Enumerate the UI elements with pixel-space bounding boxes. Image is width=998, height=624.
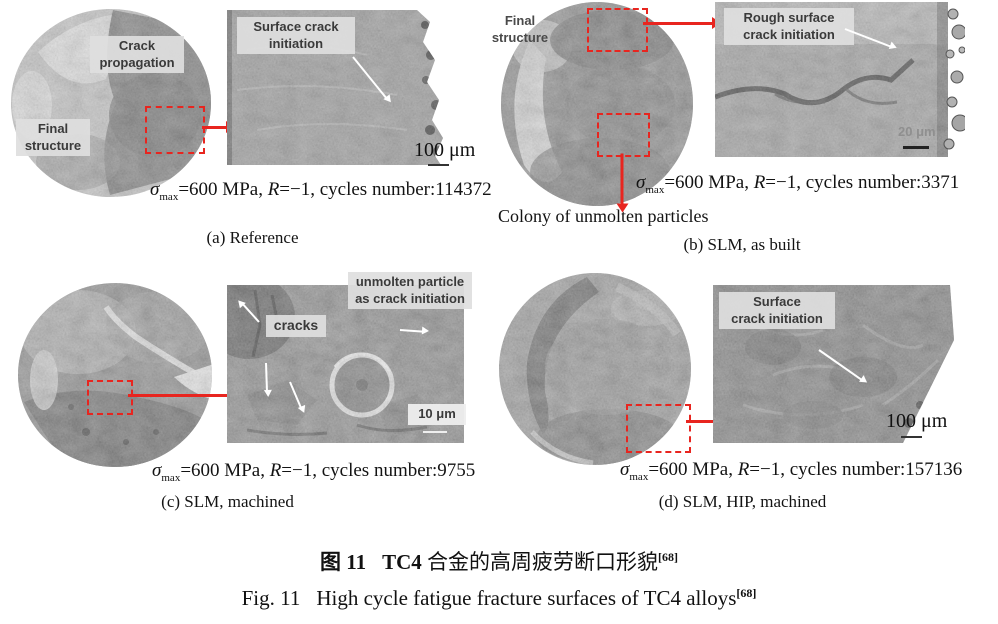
roi-box-c xyxy=(87,380,133,415)
r-symbol: R xyxy=(267,179,280,200)
label-final-structure-b: Final structure xyxy=(491,13,549,45)
sigma-subscript: max xyxy=(161,471,181,484)
red-arrow-right-c xyxy=(128,389,236,401)
scale-bar-a xyxy=(428,164,449,166)
sem-overview-image-b xyxy=(501,2,693,206)
sigma-symbol: σ xyxy=(620,459,630,480)
sem-overview-image-c xyxy=(18,283,212,467)
label-final-structure-a: Final structure xyxy=(16,119,90,157)
label-crack-propagation: Crack propagation xyxy=(90,36,184,74)
panel-label-c: (c) SLM, machined xyxy=(161,492,294,511)
test-condition-d: σmax=600 MPa, R=−1, cycles number:157136 xyxy=(620,459,963,483)
scale-bar-b xyxy=(903,146,929,149)
roi-box-b-top xyxy=(587,8,648,52)
roi-box-b-bottom xyxy=(597,113,650,157)
test-condition-c: σmax=600 MPa, R=−1, cycles number:9755 xyxy=(152,460,476,484)
panel-label-d: (d) SLM, HIP, machined xyxy=(658,492,827,511)
scale-text-b: 20 μm xyxy=(898,124,936,139)
label-surface-crack-initiation-a: Surface crack initiation xyxy=(237,17,355,55)
sem-overview-image-d xyxy=(499,273,691,465)
sigma-subscript: max xyxy=(645,183,665,196)
scale-text-c: 10 μm xyxy=(408,404,466,425)
roi-box-d xyxy=(626,404,691,453)
red-arrow-right-d xyxy=(686,415,723,427)
sigma-symbol: σ xyxy=(636,172,646,193)
sigma-subscript: max xyxy=(629,470,649,483)
label-rough-surface-crack-initiation: Rough surface crack initiation xyxy=(724,8,854,46)
sigma-subscript: max xyxy=(159,190,179,203)
figure-number-zh: 图 11 xyxy=(319,550,367,574)
r-symbol: R xyxy=(269,460,282,481)
red-arrow-down-b xyxy=(620,153,624,205)
sigma-symbol: σ xyxy=(152,460,162,481)
alloy-name: TC4 xyxy=(382,550,422,574)
figure-caption-zh: 图 11 TC4 合金的高周疲劳断口形貌[68] xyxy=(319,550,679,574)
callout-colony-unmolten-particles: Colony of unmolten particles xyxy=(498,206,709,226)
test-condition-a: σmax=600 MPa, R=−1, cycles number:114372 xyxy=(150,179,492,203)
figure-number-en: Fig. 11 xyxy=(241,586,301,610)
reference-superscript: [68] xyxy=(658,550,679,564)
r-symbol: R xyxy=(753,172,766,193)
label-cracks: cracks xyxy=(266,315,326,337)
label-unmolten-particle-crack-initiation: unmolten particle as crack initiation xyxy=(348,272,472,310)
figure-caption-en: Fig. 11 High cycle fatigue fracture surfa… xyxy=(241,586,757,610)
roi-box-a xyxy=(145,106,205,154)
panel-label-a: (a) Reference xyxy=(206,228,299,247)
scale-bar-d xyxy=(901,436,922,438)
panel-label-b: (b) SLM, as built xyxy=(683,235,801,254)
label-surface-crack-initiation-d: Surface crack initiation xyxy=(719,292,835,330)
test-condition-b: σmax=600 MPa, R=−1, cycles number:3371 xyxy=(636,172,960,196)
scale-text-a: 100 μm xyxy=(414,139,476,161)
scale-bar-c xyxy=(423,431,447,433)
scale-text-d: 100 μm xyxy=(886,410,948,432)
sigma-symbol: σ xyxy=(150,179,160,200)
r-symbol: R xyxy=(737,459,750,480)
reference-superscript: [68] xyxy=(736,586,757,600)
red-arrow-right-a xyxy=(202,121,235,133)
red-arrow-right-b xyxy=(643,17,721,29)
